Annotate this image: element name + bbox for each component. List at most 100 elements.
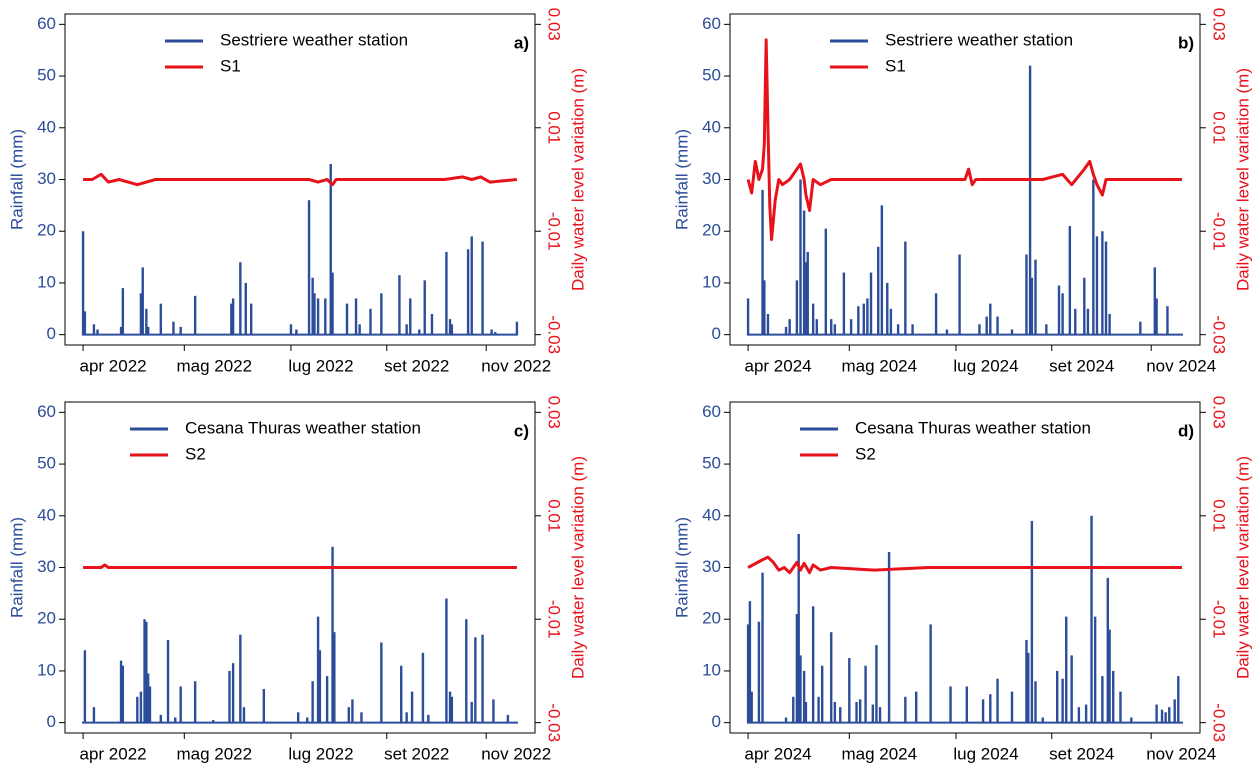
y2-tick-label: 0.03 bbox=[545, 8, 564, 41]
rain-bar bbox=[179, 686, 182, 723]
rain-bar bbox=[351, 699, 354, 723]
rain-bar bbox=[1095, 236, 1099, 335]
rain-bar bbox=[1010, 329, 1014, 335]
rain-bar bbox=[405, 712, 408, 723]
rain-bar bbox=[1065, 616, 1068, 723]
rain-bar bbox=[1010, 691, 1014, 723]
rain-bar bbox=[145, 621, 148, 723]
rain-bar bbox=[324, 298, 327, 335]
rain-bar bbox=[400, 665, 403, 723]
rain-bar bbox=[354, 298, 358, 335]
rain-bar bbox=[506, 714, 510, 723]
x-tick-label: apr 2024 bbox=[745, 356, 812, 375]
y-axis-title: Rainfall (mm) bbox=[7, 129, 26, 230]
rain-bar bbox=[410, 691, 414, 723]
rain-bar bbox=[239, 634, 242, 723]
rain-bar bbox=[139, 691, 143, 723]
rain-bar bbox=[481, 634, 484, 723]
rain-bar bbox=[121, 665, 125, 723]
rain-bar bbox=[316, 616, 320, 723]
rain-bar bbox=[1164, 712, 1167, 723]
rain-bar bbox=[996, 316, 999, 335]
panel: 0 10 20 30 40 50 60 Rainfall (mm) -0.03 -0.01 0.01… bbox=[7, 8, 587, 376]
rain-bar bbox=[333, 632, 336, 723]
rain-bar bbox=[817, 696, 820, 723]
x-tick-label: lug 2024 bbox=[953, 744, 1018, 763]
x-tick-label: set 2022 bbox=[384, 744, 449, 763]
rain-bar bbox=[877, 246, 880, 335]
rain-bar bbox=[855, 701, 858, 723]
rain-bar bbox=[212, 720, 215, 723]
rain-bar bbox=[784, 326, 788, 335]
y-tick-label: 60 bbox=[702, 14, 721, 33]
rain-bar bbox=[316, 298, 320, 335]
x-tick-label: apr 2022 bbox=[80, 356, 147, 375]
y-tick-label: 40 bbox=[37, 505, 56, 524]
rain-bar bbox=[949, 686, 952, 723]
rain-bar bbox=[490, 329, 493, 335]
rain-bar bbox=[864, 665, 867, 723]
rain-bar bbox=[295, 329, 298, 335]
rain-bar bbox=[763, 280, 766, 335]
rain-bar bbox=[331, 272, 334, 335]
y-tick-label: 50 bbox=[37, 66, 56, 85]
plot-frame bbox=[64, 401, 536, 734]
rain-bar bbox=[833, 324, 837, 335]
rain-bar bbox=[1108, 313, 1111, 335]
rain-bar bbox=[1070, 655, 1073, 723]
rain-bar bbox=[1101, 676, 1104, 723]
rain-bar bbox=[981, 699, 985, 723]
rain-bar bbox=[746, 624, 750, 723]
rain-bar bbox=[858, 699, 862, 723]
rain-bar bbox=[318, 650, 322, 723]
rain-bar bbox=[806, 251, 809, 335]
x-tick-label: apr 2024 bbox=[745, 744, 812, 763]
x-tick-label: apr 2022 bbox=[80, 744, 147, 763]
y2-axis-title: Daily water level variation (m) bbox=[1233, 456, 1252, 679]
panel-label: c) bbox=[514, 421, 529, 440]
rain-bar bbox=[795, 280, 799, 335]
y-tick-label: 20 bbox=[37, 221, 56, 240]
rain-bar bbox=[492, 699, 495, 723]
rain-bar bbox=[145, 308, 148, 335]
rain-bar bbox=[804, 701, 808, 723]
y2-tick-label: -0.03 bbox=[1210, 703, 1229, 742]
rain-bar bbox=[515, 321, 519, 335]
rain-bar bbox=[757, 621, 761, 723]
rain-bar bbox=[398, 275, 401, 335]
y2-axis-title: Daily water level variation (m) bbox=[568, 68, 587, 291]
rain-bar bbox=[795, 614, 799, 723]
panel-label: b) bbox=[1178, 33, 1194, 52]
rain-bar bbox=[360, 712, 363, 723]
rain-bar bbox=[799, 655, 802, 723]
rain-bar bbox=[871, 704, 875, 723]
rain-bar bbox=[311, 277, 314, 335]
rain-bar bbox=[746, 298, 750, 335]
rain-bar bbox=[345, 303, 349, 335]
y-tick-label: 10 bbox=[37, 660, 56, 679]
rain-bar bbox=[421, 652, 425, 723]
x-tick-label: mag 2022 bbox=[176, 744, 252, 763]
rain-bar bbox=[1153, 267, 1157, 335]
rain-bar bbox=[857, 306, 860, 335]
plot-frame bbox=[729, 401, 1201, 734]
rain-bar bbox=[1034, 681, 1037, 723]
rain-bar bbox=[914, 691, 918, 723]
y2-tick-label: -0.01 bbox=[545, 212, 564, 251]
rain-bar bbox=[750, 691, 753, 723]
rain-bar bbox=[448, 319, 452, 335]
rain-bar bbox=[231, 663, 235, 723]
water-level-line bbox=[83, 563, 517, 569]
y2-tick-label: 0.01 bbox=[1210, 111, 1229, 144]
rain-bar bbox=[1155, 298, 1158, 335]
rain-bar bbox=[83, 311, 87, 335]
rain-bar bbox=[1041, 717, 1044, 723]
rain-bar bbox=[824, 228, 828, 335]
rain-bar bbox=[1139, 321, 1142, 335]
legend-label: S2 bbox=[855, 444, 876, 463]
rain-bar bbox=[146, 673, 150, 723]
y-tick-label: 30 bbox=[37, 169, 56, 188]
rain-bar bbox=[788, 319, 791, 335]
rain-bar bbox=[92, 324, 96, 335]
y2-tick-label: 0.01 bbox=[1210, 499, 1229, 532]
